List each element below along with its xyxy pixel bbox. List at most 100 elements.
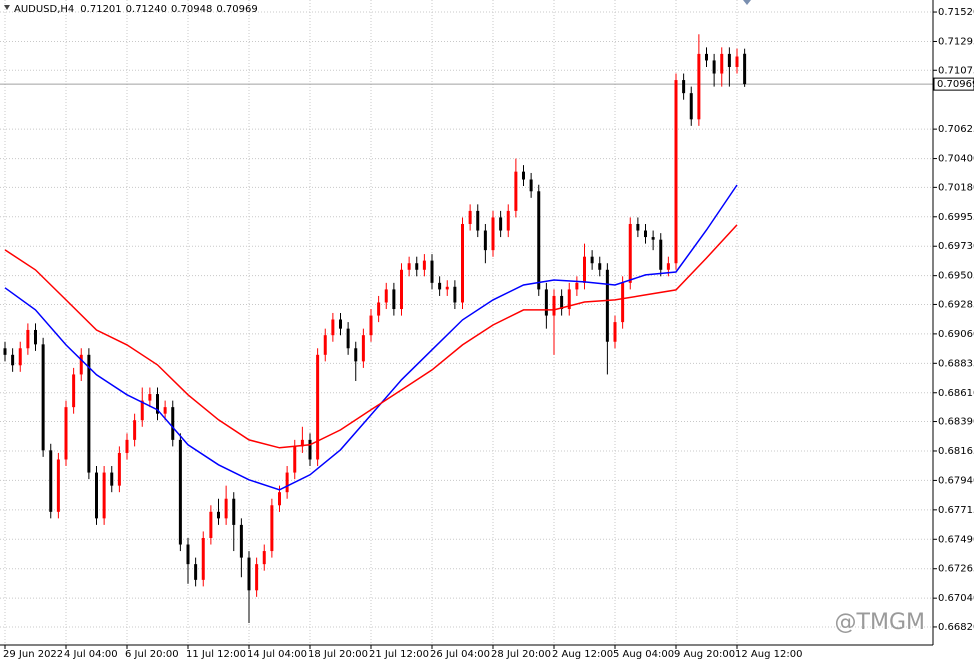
candle-body [95, 472, 98, 519]
candle-body [278, 492, 281, 506]
x-tick-label: 21 Jul 12:00 [369, 649, 429, 660]
candle-body [422, 260, 426, 270]
x-tick-label: 28 Jul 20:00 [491, 649, 551, 660]
candle-body [34, 329, 37, 345]
candle-body [18, 348, 22, 366]
candle-body [285, 472, 289, 493]
candle-body [697, 53, 701, 120]
candle-body [644, 230, 647, 238]
candle-body [56, 459, 60, 512]
candle-body [377, 302, 381, 316]
x-tick-label: 4 Jul 04:00 [64, 649, 118, 660]
candle-body [499, 217, 503, 231]
candle-body [506, 210, 510, 231]
candle-body [339, 319, 342, 329]
candle-body [674, 80, 678, 264]
candle-body [72, 374, 76, 408]
y-tick-label: 0.68165 [938, 446, 974, 457]
watermark: @TMGM [835, 610, 925, 635]
candle-body [117, 452, 121, 486]
candle-body [156, 394, 159, 414]
candle-body [682, 80, 686, 94]
candle-body [461, 223, 464, 303]
candle-body [476, 210, 480, 231]
candle-body [628, 223, 632, 283]
candle-body [735, 56, 739, 67]
candle-body [87, 354, 91, 473]
candle-body [239, 524, 243, 558]
candle-body [171, 407, 175, 440]
candle-body [3, 348, 7, 355]
x-tick-label: 18 Jul 20:00 [308, 649, 368, 660]
candle-body [453, 286, 457, 303]
y-tick-label: 0.67265 [938, 564, 974, 575]
chart-header: AUDUSD,H4 0.71201 0.71240 0.70948 0.70969 [14, 4, 258, 15]
candle-body [400, 269, 403, 310]
candle-body [590, 256, 594, 264]
candle-body [392, 289, 396, 310]
y-tick-label: 0.69505 [938, 271, 974, 282]
candle-body [712, 60, 716, 74]
y-tick-label: 0.67715 [938, 505, 974, 516]
candle-body [621, 282, 625, 323]
candle-body [163, 407, 167, 414]
candle-body [346, 328, 350, 349]
candle-body [575, 282, 579, 290]
candle-body [262, 551, 266, 565]
candle-body [331, 319, 335, 336]
candle-body [705, 53, 708, 61]
x-tick-label: 2 Aug 12:00 [552, 649, 613, 660]
current-price-tag [933, 77, 974, 91]
grid [0, 0, 933, 645]
candle-body [270, 505, 274, 552]
candle-body [369, 315, 373, 336]
current-price-label: 0.70969 [937, 79, 974, 90]
candle-body [613, 322, 617, 342]
candle-body [430, 260, 434, 283]
candle-body [41, 344, 45, 451]
header-close: 0.70969 [216, 4, 257, 15]
candle-body [407, 263, 411, 270]
candle-body [384, 289, 388, 303]
x-tick-label: 11 Jul 12:00 [186, 649, 246, 660]
candle-body [651, 237, 655, 240]
header-low: 0.70948 [171, 4, 212, 15]
candle-body [354, 348, 358, 362]
candle-body [529, 179, 533, 192]
candle-body [605, 269, 609, 342]
y-tick-label: 0.69955 [938, 212, 974, 223]
x-tick-label: 29 Jun 2022 [3, 649, 63, 660]
candle-body [323, 335, 327, 355]
shift-marker [743, 0, 751, 5]
symbol: AUDUSD,H4 [14, 4, 74, 15]
candle-body [293, 446, 297, 473]
candle-body [217, 511, 220, 519]
candle-body [110, 472, 114, 486]
candle-body [247, 557, 251, 591]
candle-body [438, 282, 442, 290]
candle-body [308, 439, 312, 460]
candle-body [522, 171, 525, 180]
candle-body [133, 420, 137, 440]
x-tick-label: 12 Aug 12:00 [735, 649, 802, 660]
candle-body [666, 263, 670, 270]
x-tick-label: 5 Aug 04:00 [613, 649, 674, 660]
candle-body [537, 191, 541, 290]
x-tick-label: 6 Jul 20:00 [125, 649, 179, 660]
candle-body [49, 450, 53, 512]
x-tick-label: 9 Aug 20:00 [674, 649, 735, 660]
header-open: 0.71201 [80, 4, 121, 15]
candle-body [689, 93, 693, 120]
candle-body [720, 53, 724, 74]
symbol-icon [4, 5, 10, 10]
candle-body [64, 407, 68, 460]
candle-body [552, 295, 556, 316]
